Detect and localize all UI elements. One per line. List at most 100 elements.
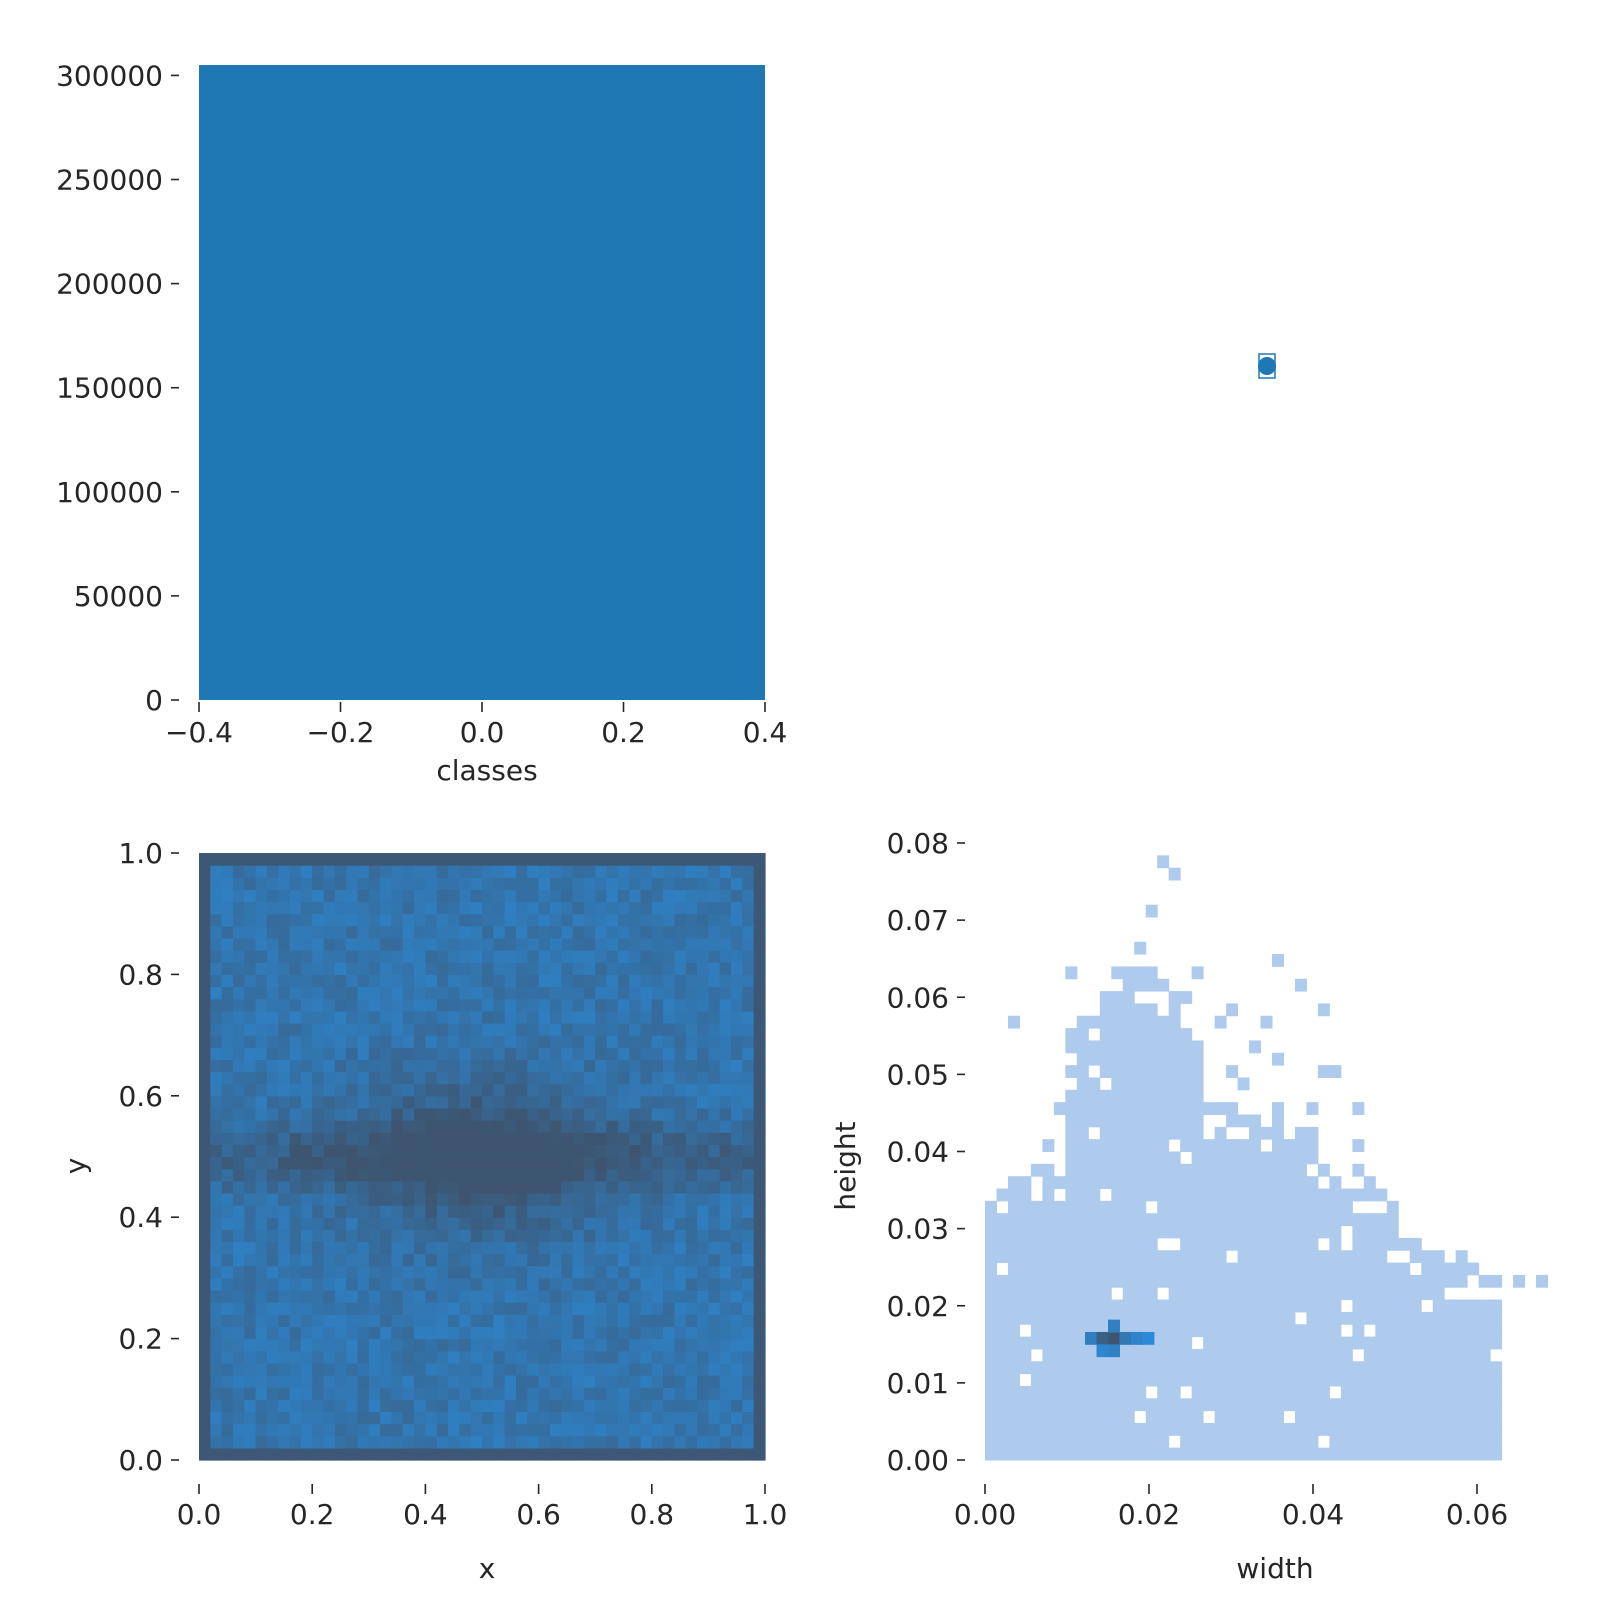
heatmap-cell: [266, 962, 279, 975]
heatmap-cell: [595, 1010, 608, 1024]
heatmap-cell: [708, 877, 721, 891]
heatmap-cell: [663, 1192, 676, 1206]
heatmap-cell: [1157, 1040, 1170, 1054]
heatmap-cell: [996, 1274, 1009, 1288]
heatmap-cell: [583, 1132, 596, 1145]
heatmap-cell: [1145, 1015, 1158, 1029]
heatmap-cell: [606, 1229, 619, 1243]
heatmap-cell: [221, 937, 234, 951]
heatmap-cell: [1386, 1299, 1399, 1313]
heatmap-cell: [1168, 1422, 1181, 1436]
heatmap-cell: [1478, 1422, 1491, 1436]
heatmap-cell: [346, 901, 359, 915]
heatmap-cell: [561, 1277, 574, 1291]
heatmap-cell: [1226, 1336, 1239, 1350]
heatmap-cell: [402, 1059, 415, 1073]
heatmap-cell: [629, 1071, 642, 1085]
heatmap-cell: [629, 1022, 642, 1036]
heatmap-cell: [391, 913, 404, 927]
heatmap-cell: [1226, 1188, 1239, 1202]
heatmap-cell: [1249, 1176, 1262, 1190]
heatmap-cell: [1111, 1274, 1124, 1288]
heatmap-cell: [1214, 1348, 1227, 1362]
heatmap-cell: [199, 1350, 211, 1364]
heatmap-cell: [391, 901, 404, 915]
heatmap-cell: [1168, 1213, 1181, 1227]
heatmap-cell: [606, 853, 619, 866]
heatmap-cell: [697, 1290, 709, 1303]
heatmap-cell: [368, 1035, 381, 1048]
heatmap-cell: [549, 1375, 562, 1388]
heatmap-cell: [402, 1314, 415, 1328]
heatmap-cell: [482, 1095, 494, 1109]
heatmap-cell: [232, 1035, 245, 1048]
heatmap-cell: [1214, 1163, 1227, 1177]
heatmap-cell: [323, 937, 336, 951]
heatmap-cell: [1122, 1200, 1135, 1214]
heatmap-cell: [1180, 1237, 1193, 1251]
heatmap-cell: [1444, 1274, 1457, 1288]
heatmap-cell: [1065, 1089, 1078, 1103]
heatmap-cell: [595, 1411, 608, 1425]
heatmap-cell: [334, 913, 347, 927]
heatmap-peak-cell: [1108, 1344, 1120, 1358]
heatmap-peak-cell: [1085, 1331, 1098, 1345]
heatmap-cell: [583, 937, 596, 951]
heatmap-cell: [232, 950, 245, 963]
heatmap-cell: [199, 925, 211, 939]
heatmap-cell: [300, 974, 313, 988]
heatmap-cell: [1409, 1361, 1422, 1375]
heatmap-cell: [266, 1217, 279, 1230]
heatmap-cell: [742, 937, 755, 951]
heatmap-cell: [651, 1071, 664, 1085]
heatmap-cell: [1065, 1028, 1078, 1041]
heatmap-cell: [1363, 1373, 1376, 1387]
heatmap-cell: [312, 1338, 325, 1352]
heatmap-cell: [1134, 1348, 1147, 1362]
heatmap-cell: [391, 1059, 404, 1073]
heatmap-cell: [436, 1059, 449, 1073]
heatmap-cell: [402, 962, 415, 975]
heatmap-cell: [1168, 1102, 1181, 1115]
heatmap-cell: [549, 1423, 562, 1437]
heatmap-cell: [289, 1071, 302, 1085]
heatmap-cell: [651, 986, 664, 1000]
heatmap-cell: [1260, 1447, 1273, 1461]
heatmap-cell: [266, 865, 279, 878]
heatmap-cell: [561, 1059, 574, 1073]
heatmap-cell: [1340, 1410, 1353, 1424]
heatmap-cell: [583, 1302, 596, 1315]
heatmap-cell: [368, 974, 381, 988]
heatmap-cell: [1317, 1299, 1330, 1313]
heatmap-cell: [1019, 1225, 1032, 1239]
heatmap-cell: [549, 1217, 562, 1230]
heatmap-cell: [1306, 1373, 1319, 1387]
heatmap-cell: [493, 1399, 506, 1413]
heatmap-cell: [742, 1010, 755, 1024]
heatmap-cell: [255, 1435, 268, 1449]
heatmap-cell: [640, 1168, 653, 1182]
heatmap-cell: [663, 1156, 676, 1170]
heatmap-cell: [210, 1047, 223, 1060]
heatmap-cell: [402, 865, 415, 878]
heatmap-cell: [312, 889, 325, 903]
heatmap-cell: [753, 1095, 766, 1109]
heatmap-cell: [640, 1277, 653, 1291]
heatmap-cell: [1122, 1188, 1135, 1202]
heatmap-cell: [357, 1192, 370, 1206]
heatmap-peak-cell: [1142, 1331, 1155, 1345]
heatmap-cell: [493, 1229, 506, 1243]
heatmap-cell: [1398, 1299, 1411, 1313]
heatmap-cell: [504, 1217, 517, 1230]
heatmap-cell: [232, 913, 245, 927]
heatmap-cell: [985, 1200, 997, 1214]
heatmap-cell: [1203, 1163, 1216, 1177]
heatmap-cell: [1042, 1250, 1055, 1264]
heatmap-cell: [753, 1022, 766, 1036]
heatmap-cell: [527, 1375, 540, 1388]
heatmap-cell: [1226, 1324, 1239, 1338]
heatmap-cell: [210, 901, 223, 915]
heatmap-cell: [1386, 1200, 1399, 1214]
heatmap-cell: [629, 1290, 642, 1303]
